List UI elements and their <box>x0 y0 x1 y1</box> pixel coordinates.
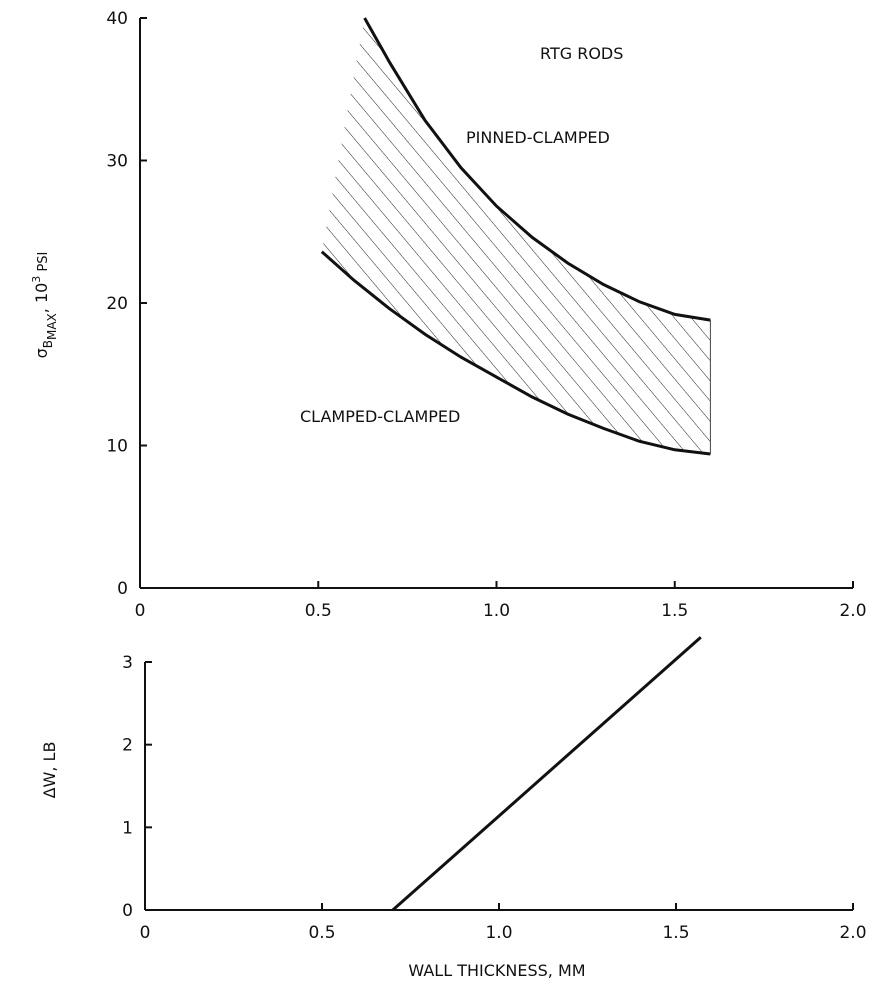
y-tick-label: 2 <box>122 736 133 756</box>
x-tick-label: 0.5 <box>308 923 335 943</box>
series-group <box>320 17 711 456</box>
x-ticks: 0 0.5 1.0 1.5 2.0 <box>135 581 867 621</box>
stress-chart: 0 10 20 30 40 0 0.5 1.0 1.5 2.0 RTG RODS PINNED-… <box>30 9 867 621</box>
x-tick-label: 1.0 <box>483 601 510 621</box>
series-line-clamped-clamped <box>320 250 711 456</box>
series-line-weight <box>391 636 702 912</box>
annotation-pinned-clamped: PINNED-CLAMPED <box>466 128 610 147</box>
x-tick-label: 1.0 <box>485 923 512 943</box>
series-line-pinned-clamped <box>363 17 711 322</box>
x-ticks: 0 0.5 1.0 1.5 2.0 <box>140 903 867 943</box>
y-ticks: 0 10 20 30 40 <box>106 9 147 599</box>
y-tick-label: 0 <box>117 579 128 599</box>
x-tick-label: 0 <box>135 601 146 621</box>
weight-chart: 0 1 2 3 0 0.5 1.0 1.5 2.0 ΔW, LB WALL THICKNESS… <box>40 636 867 980</box>
x-tick-label: 2.0 <box>839 923 866 943</box>
svg-text:σBMAX, 103 PSI: σBMAX, 103 PSI <box>30 252 59 359</box>
x-axis-title: WALL THICKNESS, MM <box>408 961 585 980</box>
y-tick-label: 10 <box>106 437 128 457</box>
series-group <box>391 636 702 912</box>
shaded-region <box>321 18 711 454</box>
x-tick-label: 1.5 <box>661 601 688 621</box>
y-tick-label: 1 <box>122 818 133 838</box>
x-tick-label: 0.5 <box>305 601 332 621</box>
x-tick-label: 0 <box>140 923 151 943</box>
y-axis-title: ΔW, LB <box>40 742 59 799</box>
y-tick-label: 40 <box>106 9 128 29</box>
y-axis-title: σBMAX, 103 PSI <box>30 252 59 359</box>
y-ticks: 0 1 2 3 <box>122 653 152 921</box>
annotation-clamped-clamped: CLAMPED-CLAMPED <box>300 407 460 426</box>
x-tick-label: 1.5 <box>662 923 689 943</box>
y-tick-label: 3 <box>122 653 133 673</box>
y-tick-label: 20 <box>106 294 128 314</box>
x-tick-label: 2.0 <box>839 601 866 621</box>
annotation-rtg-rods: RTG RODS <box>540 44 623 63</box>
y-tick-label: 0 <box>122 901 133 921</box>
y-tick-label: 30 <box>106 152 128 172</box>
